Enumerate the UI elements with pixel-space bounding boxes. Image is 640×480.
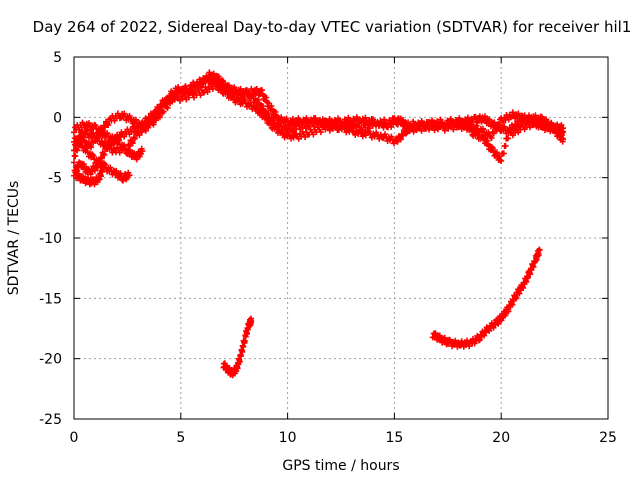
x-tick-label: 5 — [176, 430, 185, 446]
y-tick-label: -5 — [48, 171, 62, 187]
x-tick-label: 0 — [70, 430, 79, 446]
data-points — [71, 72, 567, 156]
x-tick-label: 10 — [279, 430, 297, 446]
data-points — [73, 160, 107, 188]
y-tick-label: 5 — [53, 50, 62, 66]
x-tick-label: 20 — [492, 430, 510, 446]
series-track-g — [220, 315, 255, 379]
series-track-e — [71, 119, 146, 163]
axis-ticks: 0 5 10 15 20 25 5 0 -5 -10 -15 -20 -25 — [39, 50, 617, 446]
series-track-f — [73, 160, 107, 188]
data-marks — [71, 69, 567, 379]
x-tick-label: 15 — [385, 430, 403, 446]
y-tick-label: -15 — [39, 291, 62, 307]
series-track-a — [71, 72, 567, 156]
y-tick-label: -20 — [39, 352, 62, 368]
y-axis-label: SDTVAR / TECUs — [6, 181, 22, 296]
y-tick-label: 0 — [53, 110, 62, 126]
data-points — [71, 119, 146, 163]
x-axis-label: GPS time / hours — [282, 458, 399, 474]
data-points — [220, 315, 255, 379]
data-points — [429, 246, 543, 350]
chart-title: Day 264 of 2022, Sidereal Day-to-day VTE… — [33, 18, 632, 36]
series-track-h — [429, 246, 543, 350]
y-tick-label: -25 — [39, 412, 62, 428]
x-tick-label: 25 — [599, 430, 617, 446]
y-tick-label: -10 — [39, 231, 62, 247]
